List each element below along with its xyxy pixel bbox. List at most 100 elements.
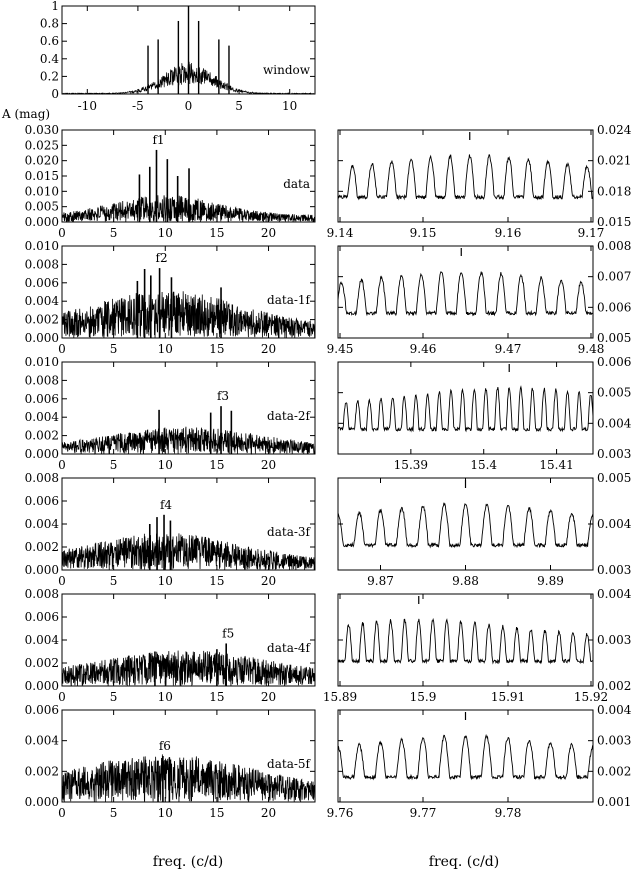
row-1-left-ytick-label: 0.000 xyxy=(25,215,59,229)
row-4-right-ytick-label: 0.004 xyxy=(597,517,632,531)
window-ytick-label: 0.4 xyxy=(40,52,59,66)
row-3-peak-label: f3 xyxy=(217,389,229,403)
row-2-right-ytick-label: 0.008 xyxy=(597,239,631,253)
row-5-right-ytick-label: 0.003 xyxy=(597,633,631,647)
row-1-right-ytick-label: 0.018 xyxy=(597,184,631,198)
row-2-left-ytick-label: 0.010 xyxy=(25,239,59,253)
row-5-left-ytick-label: 0.006 xyxy=(25,610,59,624)
row-1-panel-label: data xyxy=(283,177,310,191)
row-3-left-xtick-label: 10 xyxy=(158,458,173,472)
row-1-zoom-line xyxy=(337,154,594,201)
row-6-right-xtick-label: 9.76 xyxy=(327,806,354,820)
row-5-left-ytick-label: 0.000 xyxy=(25,679,59,693)
row-2-left-ytick-label: 0.008 xyxy=(25,257,59,271)
row-1-left-ytick-label: 0.015 xyxy=(25,169,59,183)
row-6-left-ytick-label: 0.002 xyxy=(25,764,59,778)
row-1-left-ytick-label: 0.010 xyxy=(25,184,59,198)
row-4-right-xtick-label: 9.89 xyxy=(537,574,564,588)
row-1-right-axes xyxy=(337,129,594,223)
row-4-left-ytick-label: 0.002 xyxy=(25,540,59,554)
window-ytick-label: 0 xyxy=(51,87,59,101)
row-6-left-xtick-label: 10 xyxy=(158,806,173,820)
row-4-left-ytick-label: 0.000 xyxy=(25,563,59,577)
row-1-left-xtick-label: 0 xyxy=(58,226,66,240)
row-2-spectrum-line xyxy=(61,291,316,338)
row-3-left-ytick-label: 0.000 xyxy=(25,447,59,461)
row-5-left-xtick-label: 0 xyxy=(58,690,66,704)
row-1-right-ytick-label: 0.015 xyxy=(597,215,631,229)
row-6-spectrum-line xyxy=(61,754,316,802)
row-1-left-ytick-label: 0.020 xyxy=(25,154,59,168)
row-5-right-ytick-label: 0.004 xyxy=(597,587,632,601)
row-1-left-xtick-label: 5 xyxy=(110,226,118,240)
row-3-left-xtick-label: 20 xyxy=(261,458,276,472)
row-4-panel-label: data-3f xyxy=(267,525,312,539)
window-panel-label: window xyxy=(263,63,311,77)
row-4-right-axes xyxy=(337,477,594,571)
right-x-axis-title: freq. (c/d) xyxy=(429,854,499,870)
row-5-left-xtick-label: 15 xyxy=(209,690,224,704)
row-1-left-xtick-label: 10 xyxy=(158,226,173,240)
row-6-right-ytick-label: 0.001 xyxy=(597,795,631,809)
row-5-left-xtick-label: 20 xyxy=(261,690,276,704)
row-3-right-ytick-label: 0.003 xyxy=(597,447,631,461)
row-4-peak-label: f4 xyxy=(160,498,172,512)
row-1-left-xtick-label: 20 xyxy=(261,226,276,240)
row-4-left-ytick-label: 0.004 xyxy=(25,517,60,531)
row-6-zoom-line xyxy=(337,733,594,781)
row-1-right-xtick-label: 9.17 xyxy=(578,226,605,240)
row-4-left-ytick-label: 0.006 xyxy=(25,494,59,508)
row-5-left-xtick-label: 5 xyxy=(110,690,118,704)
row-6-right-ytick-label: 0.002 xyxy=(597,764,631,778)
row-2-right-axes xyxy=(337,245,594,339)
row-6-right-ytick-label: 0.004 xyxy=(597,703,632,717)
row-2-left-ytick-label: 0.004 xyxy=(25,294,60,308)
row-1-left-ytick-label: 0.030 xyxy=(25,123,59,137)
row-6-left-ytick-label: 0.006 xyxy=(25,703,59,717)
row-6-left-xtick-label: 0 xyxy=(58,806,66,820)
row-2-right-xtick-label: 9.46 xyxy=(410,342,437,356)
row-3-right-ytick-label: 0.004 xyxy=(597,416,632,430)
row-2-right-xtick-label: 9.47 xyxy=(495,342,522,356)
row-5-right-xtick-label: 15.89 xyxy=(323,690,357,704)
row-5-right-xtick-label: 15.9 xyxy=(410,690,437,704)
row-1-left-xtick-label: 15 xyxy=(209,226,224,240)
row-3-left-ytick-label: 0.004 xyxy=(25,410,60,424)
row-3-spectrum-line xyxy=(61,426,316,455)
row-4-left-ytick-label: 0.008 xyxy=(25,471,59,485)
row-5-spectrum-line xyxy=(61,650,316,687)
row-4-right-ytick-label: 0.003 xyxy=(597,563,631,577)
window-xtick-label: 0 xyxy=(185,99,193,113)
row-5-peak-label: f5 xyxy=(222,626,234,640)
row-4-right-xtick-label: 9.88 xyxy=(452,574,479,588)
row-2-left-xtick-label: 0 xyxy=(58,342,66,356)
row-3-right-ytick-label: 0.006 xyxy=(597,355,631,369)
row-4-left-xtick-label: 0 xyxy=(58,574,66,588)
row-6-left-ytick-label: 0.004 xyxy=(25,734,60,748)
row-3-left-ytick-label: 0.006 xyxy=(25,392,59,406)
row-2-left-xtick-label: 10 xyxy=(158,342,173,356)
row-1-right-xtick-label: 9.15 xyxy=(410,226,437,240)
window-xtick-label: 10 xyxy=(282,99,297,113)
row-3-left-ytick-label: 0.002 xyxy=(25,429,59,443)
row-5-left-xtick-label: 10 xyxy=(158,690,173,704)
row-6-left-axes xyxy=(61,709,316,803)
window-ytick-label: 0.2 xyxy=(40,69,59,83)
row-2-left-xtick-label: 5 xyxy=(110,342,118,356)
row-6-right-xtick-label: 9.77 xyxy=(410,806,437,820)
row-1-right-ytick-label: 0.024 xyxy=(597,123,632,137)
row-2-right-xtick-label: 9.48 xyxy=(578,342,605,356)
row-6-left-xtick-label: 5 xyxy=(110,806,118,820)
row-5-right-xtick-label: 15.91 xyxy=(491,690,525,704)
row-2-left-ytick-label: 0.000 xyxy=(25,331,59,345)
row-1-right-xtick-label: 9.16 xyxy=(495,226,522,240)
window-xtick-label: -10 xyxy=(78,99,97,113)
row-3-right-xtick-label: 15.39 xyxy=(394,458,428,472)
window-xtick-label: 5 xyxy=(235,99,243,113)
row-4-left-xtick-label: 15 xyxy=(209,574,224,588)
row-6-left-ytick-label: 0.000 xyxy=(25,795,59,809)
row-1-right-ytick-label: 0.021 xyxy=(597,154,631,168)
row-2-left-xtick-label: 20 xyxy=(261,342,276,356)
row-4-right-xtick-label: 9.87 xyxy=(367,574,394,588)
